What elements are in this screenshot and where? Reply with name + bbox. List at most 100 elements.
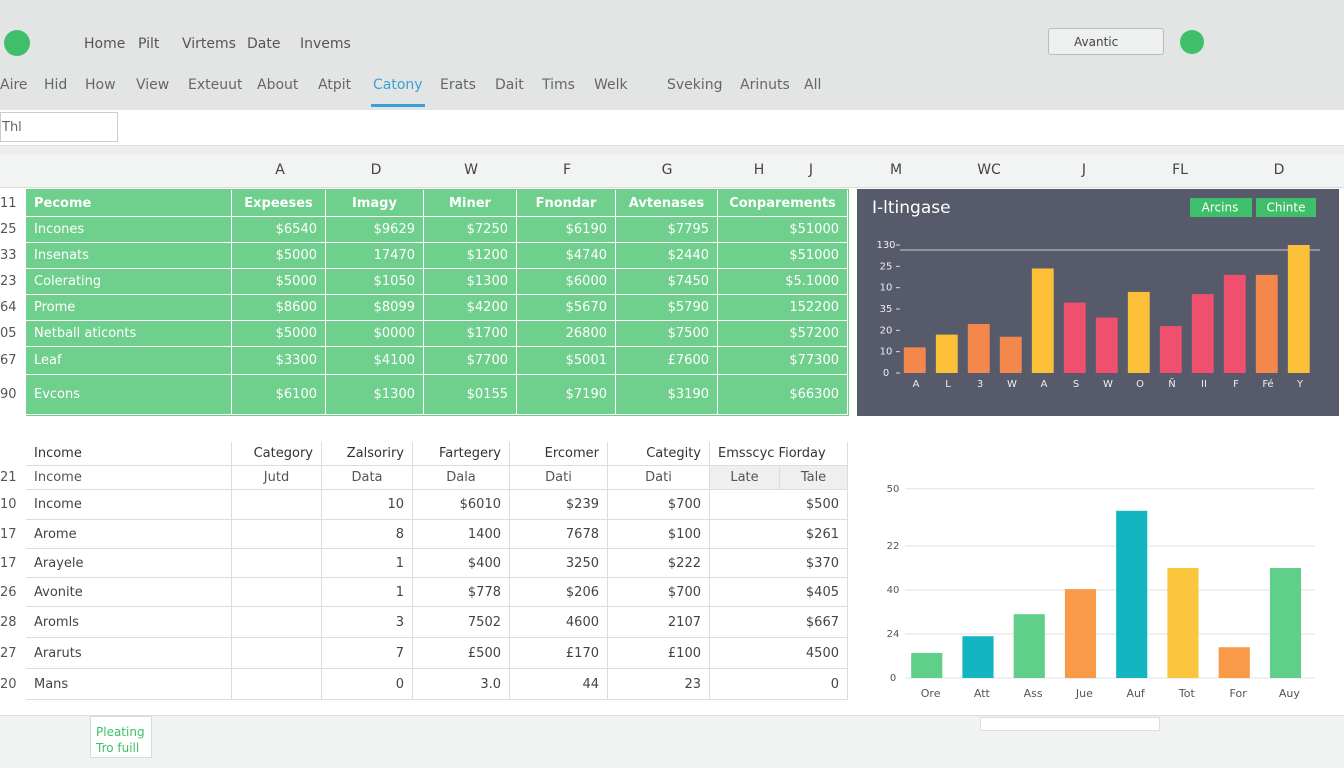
row-number: 33 [0,248,17,263]
table-cell [232,490,322,520]
table-cell: $7190 [517,375,616,415]
table-cell: $51000 [718,217,848,243]
column-header: M [889,163,903,177]
table-cell [232,549,322,578]
table-cell: $66300 [718,375,848,415]
table-cell: 0 [322,669,413,700]
header-cell: Miner [424,190,517,217]
ribbon-tab[interactable]: About [257,78,299,92]
table-cell: $3190 [616,375,718,415]
table-cell: $5000 [232,243,326,269]
column-header: G [661,163,673,177]
ribbon-tab[interactable]: All [804,78,822,92]
table-cell: Araruts [26,638,232,669]
account-icon[interactable] [1180,30,1204,54]
app-icon[interactable] [4,30,30,56]
table-cell: Incones [26,217,232,243]
table-cell: $5000 [232,269,326,295]
header-cell: Imagy [326,190,424,217]
table-cell: Arome [26,520,232,549]
ribbon-tab[interactable]: Arinuts [740,78,790,92]
column-header: F [562,163,572,177]
table-cell: $5000 [232,321,326,347]
row-number: 20 [0,677,17,692]
x-tick-label: Auy [1279,687,1300,700]
table-cell: 7502 [413,607,510,638]
table-cell: 1 [322,549,413,578]
table-cell: $1300 [326,375,424,415]
menu-item[interactable]: Date [247,37,281,51]
table-cell: Aromls [26,607,232,638]
ribbon-tab[interactable]: Welk [594,78,628,92]
name-box[interactable] [0,112,118,142]
row-number: 90 [0,387,17,402]
table-cell: $5001 [517,347,616,375]
subheader-cell: Dala [413,466,510,490]
ribbon-tab[interactable]: Aire [0,78,28,92]
column-header: W [464,163,478,177]
table-cell: $700 [608,490,710,520]
table-cell: $206 [510,578,608,607]
menu-item[interactable]: Virtems [182,37,236,51]
y-tick-label: 50 [887,484,900,495]
subheader-cell: Income [26,466,232,490]
scrollbar[interactable] [980,717,1160,731]
ribbon-tab[interactable]: Erats [440,78,476,92]
table-cell: 23 [608,669,710,700]
header-cell: Zalsoriry [322,442,413,466]
x-tick-label: Auf [1126,687,1145,700]
x-tick-label: Ore [921,687,941,700]
table-cell [232,578,322,607]
subheader-cell: Jutd [232,466,322,490]
column-header: J [1081,163,1087,177]
menu-item[interactable]: Invems [300,37,351,51]
header-cell: Fnondar [517,190,616,217]
ribbon-tab[interactable]: View [136,78,170,92]
search-text[interactable]: Avantic [1074,36,1119,48]
column-header: H [753,163,765,177]
table-cell: Avonite [26,578,232,607]
bar [1269,568,1302,678]
table-cell: 44 [510,669,608,700]
menu-item[interactable]: Home [84,37,126,51]
table-cell: Netball aticonts [26,321,232,347]
bar [1116,510,1148,678]
table-cell: 8 [322,520,413,549]
table-cell: 1 [322,578,413,607]
row-number: 28 [0,615,17,630]
table-cell: £500 [413,638,510,669]
table-cell: £170 [510,638,608,669]
table-cell: 3250 [510,549,608,578]
ribbon-tab[interactable]: Exteuut [188,78,243,92]
table-cell: $370 [710,549,848,578]
table-cell [232,669,322,700]
menu-item[interactable]: Pilt [138,37,160,51]
ribbon-tab[interactable]: Sveking [667,78,723,92]
table-cell: Mans [26,669,232,700]
table-cell: $7450 [616,269,718,295]
top-chrome [0,0,1344,110]
ribbon-tab[interactable]: How [85,78,116,92]
name-box-text[interactable]: Thl [2,121,22,134]
ribbon-tab[interactable]: Catony [373,78,423,92]
ribbon-tab[interactable]: Atpit [318,78,352,92]
table-cell: Evcons [26,375,232,415]
search-box[interactable] [1048,28,1164,55]
table-cell: $5.1000 [718,269,848,295]
header-cell: Fartegery [413,442,510,466]
ribbon-tab[interactable]: Dait [495,78,524,92]
header-cell: Categity [608,442,710,466]
table-cell: $7250 [424,217,517,243]
bar [1167,568,1199,678]
ribbon-tab[interactable]: Tims [542,78,575,92]
ribbon-tab[interactable]: Hid [44,78,68,92]
sheet-tab[interactable]: Pleating Tro fuill [96,725,145,755]
row-number: 11 [0,196,17,211]
sheet-tab-bg[interactable] [90,716,152,758]
row-number: 17 [0,527,17,542]
table-cell [232,607,322,638]
table-cell: $1200 [424,243,517,269]
chart-panel [857,189,1339,416]
header-cell: Category [232,442,322,466]
table-cell: $7795 [616,217,718,243]
